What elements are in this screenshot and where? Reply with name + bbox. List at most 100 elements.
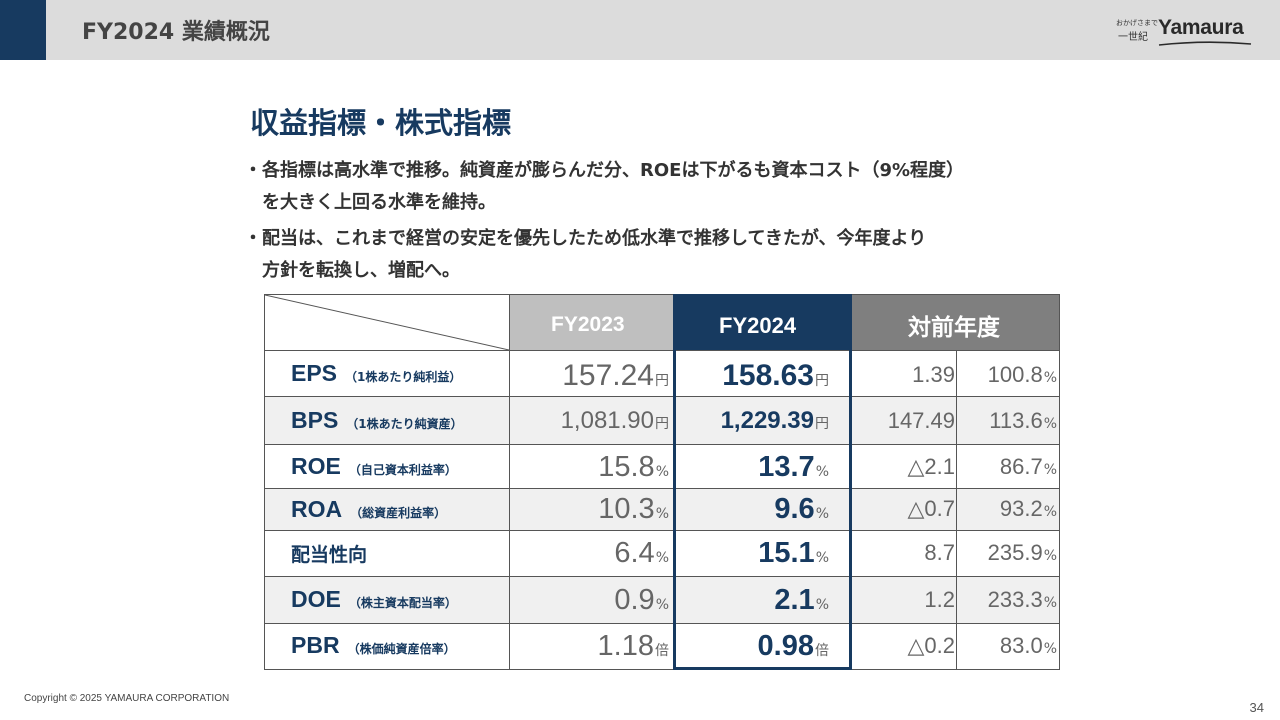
unit: 円: [815, 416, 829, 432]
value: 93.2: [999, 496, 1043, 521]
unit: %: [815, 464, 829, 480]
metric-abbr: EPS: [291, 360, 338, 386]
unit: 円: [815, 373, 829, 389]
value: 13.7: [758, 451, 815, 483]
unit: %: [1043, 504, 1057, 520]
row-bg-doe: [265, 577, 1059, 623]
row-label-payout-ratio: 配当性向: [291, 540, 367, 567]
unit: 倍: [655, 643, 669, 659]
cell-yoy-diff: △0.2: [907, 633, 955, 658]
value: 9.6: [774, 493, 815, 525]
copyright-notice: Copyright © 2025 YAMAURA CORPORATION: [24, 693, 230, 704]
cell-fy2024: 9.6%: [774, 493, 829, 526]
cell-fy2024: 1,229.39円: [721, 407, 829, 435]
row-label-eps: EPS （1株あたり純利益）: [291, 360, 461, 387]
cell-yoy-diff: 1.39: [912, 362, 955, 387]
metric-note: （1株あたり純資産）: [346, 417, 463, 431]
bullet-marker: ・: [244, 160, 262, 181]
unit: %: [1043, 462, 1057, 478]
value: 233.3: [987, 587, 1043, 612]
value: 86.7: [999, 454, 1043, 479]
row-label-roa: ROA （総資産利益率）: [291, 496, 446, 523]
cell-yoy-diff: △0.7: [907, 496, 955, 521]
header-yoy: 対前年度: [908, 315, 1000, 341]
cell-fy2023: 157.24円: [562, 359, 669, 393]
unit: %: [815, 506, 829, 522]
company-logo: おかげさまで 一世紀 Yamaura: [1116, 14, 1256, 48]
table-column-divider: [509, 294, 510, 670]
table-divider: [264, 350, 1060, 351]
value: 6.4: [614, 537, 655, 569]
cell-fy2024: 2.1%: [774, 584, 829, 617]
value: 157.24: [562, 359, 654, 392]
unit: %: [1043, 416, 1057, 432]
header-cell-fy2023: [510, 295, 674, 350]
header-cell-yoy: [851, 295, 1059, 350]
cell-fy2023: 15.8%: [598, 451, 669, 484]
logo-brand: Yamaura: [1158, 16, 1244, 39]
unit: %: [1043, 548, 1057, 564]
table-column-divider: [956, 350, 957, 670]
cell-fy2023: 6.4%: [614, 537, 669, 570]
table-border-bottom: [264, 669, 1060, 670]
cell-fy2023: 0.9%: [614, 584, 669, 617]
cell-yoy-pct: 83.0%: [1000, 633, 1057, 659]
value: 235.9: [987, 540, 1043, 565]
unit: %: [655, 550, 669, 566]
row-label-roe: ROE （自己資本利益率）: [291, 453, 457, 480]
row-label-pbr: PBR （株価純資産倍率）: [291, 632, 456, 659]
value: 1,229.39: [720, 407, 814, 434]
value: 0.9: [614, 584, 655, 616]
table-divider: [264, 576, 1060, 577]
unit: %: [655, 597, 669, 613]
logo-swoosh-icon: [1158, 41, 1252, 46]
value: 15.1: [758, 537, 815, 569]
page-number: 34: [1249, 700, 1264, 715]
value: 100.8: [987, 362, 1043, 387]
unit: %: [1043, 595, 1057, 611]
table-border-left: [264, 294, 265, 670]
metric-abbr: ROE: [291, 453, 341, 479]
unit: %: [655, 464, 669, 480]
header-cell-fy2024: [674, 295, 851, 350]
value: 1,081.90: [560, 407, 654, 434]
cell-yoy-diff: 1.2: [924, 587, 955, 612]
header-fy2024: FY2024: [719, 313, 797, 338]
bullet-marker: ・: [244, 228, 262, 249]
unit: %: [1043, 370, 1057, 386]
section-title: 収益指標・株式指標: [250, 106, 512, 140]
unit: 円: [655, 373, 669, 389]
cell-yoy-pct: 100.8%: [988, 362, 1057, 388]
bullet-item-2: ・配当は、これまで経営の安定を優先したため低水準で推移してきたが、今年度より 方…: [244, 223, 926, 287]
value: 10.3: [598, 493, 655, 525]
metric-note: （総資産利益率）: [350, 506, 447, 520]
bullet-1-line-2: を大きく上回る水準を維持。: [262, 192, 496, 213]
fy2024-highlight-frame: [673, 294, 852, 670]
value: 0.98: [757, 630, 814, 662]
corner-diagonal-line: [265, 295, 509, 350]
metric-abbr: BPS: [291, 407, 339, 433]
value: 113.6: [989, 408, 1043, 433]
value: 15.8: [598, 451, 655, 483]
table-border-right: [1059, 294, 1060, 670]
row-bg-roa: [265, 489, 1059, 530]
unit: %: [815, 597, 829, 613]
metric-note: （1株あたり純利益）: [345, 370, 462, 384]
unit: %: [815, 550, 829, 566]
unit: %: [655, 506, 669, 522]
row-label-doe: DOE （株主資本配当率）: [291, 586, 457, 613]
page-title: FY2024 業績概況: [82, 20, 270, 45]
table-divider: [264, 488, 1060, 489]
cell-yoy-pct: 235.9%: [988, 540, 1057, 566]
cell-yoy-pct: 93.2%: [1000, 496, 1057, 522]
row-label-bps: BPS （1株あたり純資産）: [291, 407, 463, 434]
logo-tagline: おかげさまで: [1116, 19, 1158, 27]
cell-yoy-diff: △2.1: [907, 454, 955, 479]
unit: 円: [655, 416, 669, 432]
cell-fy2024: 158.63円: [722, 359, 829, 393]
value: 158.63: [722, 359, 814, 392]
header-accent: [0, 0, 46, 60]
bullet-item-1: ・各指標は高水準で推移。純資産が膨らんだ分、ROEは下がるも資本コスト（9%程度…: [244, 155, 964, 219]
metric-note: （自己資本利益率）: [348, 463, 457, 477]
bullet-1-line-1: 各指標は高水準で推移。純資産が膨らんだ分、ROEは下がるも資本コスト（9%程度）: [262, 160, 965, 181]
